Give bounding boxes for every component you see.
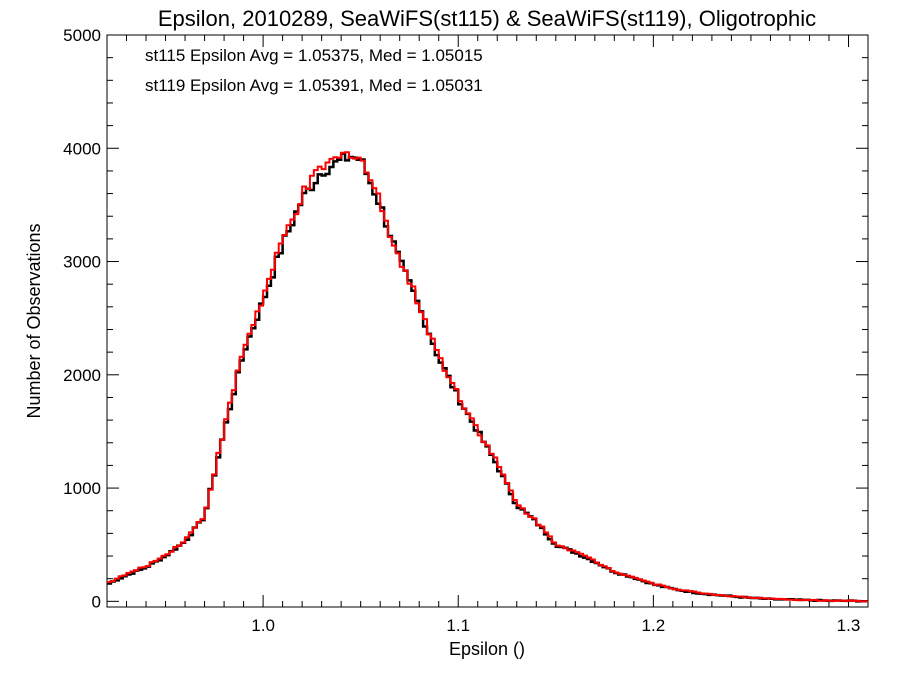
plot-frame xyxy=(106,34,869,608)
x-tick-label: 1.3 xyxy=(837,616,861,635)
plot-area: 1.0 1.1 1.2 1.3 0 1000 2000 3000 4000 5000 xyxy=(63,26,869,635)
x-axis-label: Epsilon () xyxy=(449,639,525,659)
y-axis-ticks: 0 1000 2000 3000 4000 5000 xyxy=(63,26,868,611)
chart-title: Epsilon, 2010289, SeaWiFS(st115) & SeaWi… xyxy=(158,6,816,31)
x-tick-label: 1.2 xyxy=(642,616,666,635)
y-tick-label: 2000 xyxy=(63,366,101,385)
series-line-1 xyxy=(107,151,868,603)
x-tick-label: 1.1 xyxy=(446,616,470,635)
y-tick-label: 1000 xyxy=(63,479,101,498)
y-tick-label: 4000 xyxy=(63,139,101,158)
y-tick-label: 0 xyxy=(92,592,101,611)
y-tick-label: 3000 xyxy=(63,253,101,272)
series-group xyxy=(107,151,868,603)
y-tick-label: 5000 xyxy=(63,26,101,45)
series-line-0 xyxy=(107,152,868,603)
annotation-st119: st119 Epsilon Avg = 1.05391, Med = 1.050… xyxy=(145,76,483,95)
y-axis-label: Number of Observations xyxy=(24,223,44,418)
x-tick-label: 1.0 xyxy=(251,616,275,635)
annotation-st115: st115 Epsilon Avg = 1.05375, Med = 1.050… xyxy=(145,46,483,65)
x-axis-ticks: 1.0 1.1 1.2 1.3 xyxy=(106,35,869,635)
